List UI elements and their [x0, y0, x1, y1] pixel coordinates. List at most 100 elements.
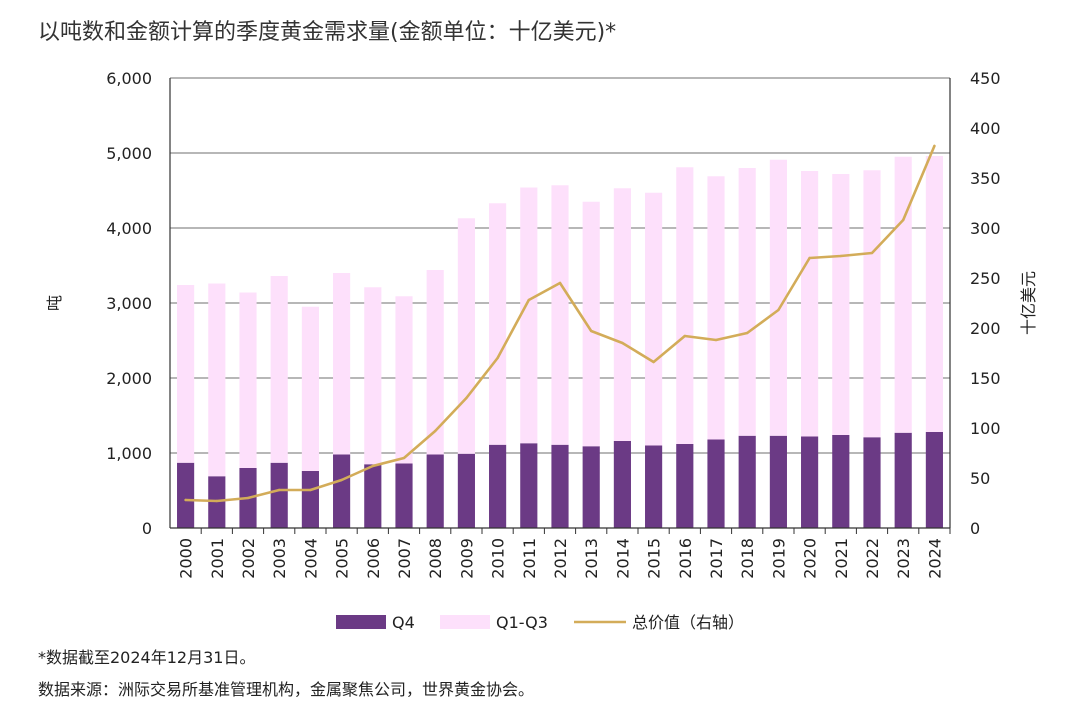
bar-q1-q3 [613, 188, 631, 441]
total-value-point [309, 488, 312, 492]
bar-q1-q3 [863, 170, 881, 438]
x-tick-label: 2019 [769, 538, 788, 579]
bar-q4 [801, 436, 819, 528]
total-value-point [621, 341, 624, 345]
bar-q4 [426, 454, 444, 528]
x-tick-label: 2003 [270, 538, 289, 579]
bar-q4 [364, 464, 382, 528]
bar-q1-q3 [395, 296, 413, 464]
y2-tick-label: 250 [970, 269, 1001, 288]
bar-q4 [738, 435, 756, 528]
bar-q4 [582, 446, 600, 528]
bar-q4 [551, 444, 569, 528]
footnote: *数据截至2024年12月31日。 [38, 648, 256, 667]
x-tick-label: 2013 [582, 538, 601, 579]
bar-q4 [489, 444, 507, 528]
bar-q4 [333, 454, 351, 528]
bar-q1-q3 [738, 168, 756, 436]
x-tick-label: 2014 [613, 538, 632, 579]
bar-q4 [676, 444, 694, 528]
x-tick-label: 2017 [707, 538, 726, 579]
y-tick-label: 6,000 [106, 69, 152, 88]
total-value-point [402, 456, 406, 460]
total-value-point [278, 488, 281, 492]
line-layer [184, 144, 936, 503]
bar-q1-q3 [333, 273, 351, 455]
y2-tick-label: 0 [970, 519, 980, 538]
x-tick-label: 2006 [364, 538, 383, 579]
bar-q4 [925, 432, 943, 528]
bar-q1-q3 [301, 306, 319, 471]
bar-q1-q3 [645, 192, 663, 446]
total-value-point [340, 478, 343, 482]
bar-q1-q3 [426, 270, 444, 455]
total-value-point [714, 338, 718, 342]
bar-q4 [832, 435, 850, 528]
y2-tick-label: 150 [970, 369, 1001, 388]
x-tick-label: 2007 [395, 538, 414, 579]
y-tick-label: 0 [142, 519, 152, 538]
x-tick-label: 2021 [832, 538, 851, 579]
legend-layer: Q4 Q1-Q3 总价值（右轴） [336, 613, 744, 632]
legend-swatch-q4 [336, 615, 386, 629]
bar-q1-q3 [208, 283, 226, 477]
total-value-point [184, 498, 187, 502]
total-value-point [746, 331, 749, 335]
total-value-point [808, 256, 811, 260]
bar-layer [177, 156, 943, 528]
y-tick-label: 1,000 [106, 444, 152, 463]
total-value-point [902, 218, 905, 222]
bar-q4 [894, 432, 912, 528]
bar-q1-q3 [582, 201, 600, 447]
axis-layer: 0 1,000 2,000 3,000 4,000 5,000 6,000 0 50 100 150… [45, 69, 1038, 579]
source-note: 数据来源：洲际交易所基准管理机构，金属聚焦公司，世界黄金协会。 [38, 680, 535, 699]
x-tick-label: 2022 [863, 538, 882, 579]
bar-q1-q3 [676, 167, 694, 444]
x-tick-label: 2020 [801, 538, 820, 579]
x-tick-label: 2009 [457, 538, 476, 579]
chart-svg: 0 1,000 2,000 3,000 4,000 5,000 6,000 0 50 100 150… [45, 69, 1038, 632]
bar-q1-q3 [239, 292, 257, 468]
total-value-point [527, 298, 530, 302]
legend-swatch-q1-q3 [440, 615, 490, 629]
x-tick-label: 2015 [645, 538, 664, 579]
legend-label-total: 总价值（右轴） [632, 613, 744, 632]
bar-q1-q3 [177, 285, 195, 463]
bar-q4 [270, 462, 288, 528]
y-tick-label: 5,000 [106, 144, 152, 163]
bar-q1-q3 [707, 176, 725, 440]
bar-q1-q3 [489, 203, 507, 445]
bar-q1-q3 [270, 276, 288, 463]
total-value-point [434, 429, 437, 433]
bar-q4 [769, 435, 787, 528]
y2-axis-title: 十亿美元 [1019, 271, 1038, 335]
bar-q1-q3 [894, 156, 912, 433]
bar-q4 [395, 463, 413, 528]
total-value-point [683, 334, 686, 338]
x-tick-label: 2000 [177, 538, 196, 579]
bar-q1-q3 [364, 287, 382, 465]
bar-q1-q3 [832, 174, 850, 435]
bar-q4 [301, 471, 319, 528]
x-tick-label: 2011 [520, 538, 539, 579]
y2-tick-label: 350 [970, 169, 1001, 188]
x-tick-label: 2002 [239, 538, 258, 579]
total-value-point [371, 464, 374, 468]
bar-q1-q3 [520, 187, 538, 444]
total-value-point [496, 356, 499, 360]
y-axis-title: 吨 [45, 295, 64, 311]
total-value-point [465, 396, 468, 400]
bar-q4 [645, 445, 663, 528]
y2-tick-label: 100 [970, 419, 1001, 438]
x-tick-label: 2010 [489, 538, 508, 579]
y2-tick-label: 50 [970, 469, 990, 488]
bar-q1-q3 [801, 171, 819, 437]
bar-q1-q3 [551, 185, 569, 445]
legend-label-q1-q3: Q1-Q3 [496, 613, 548, 632]
total-value-point [933, 144, 936, 148]
bar-q1-q3 [769, 159, 787, 436]
y-tick-label: 4,000 [106, 219, 152, 238]
bar-q4 [177, 462, 195, 528]
bar-q1-q3 [925, 156, 943, 432]
